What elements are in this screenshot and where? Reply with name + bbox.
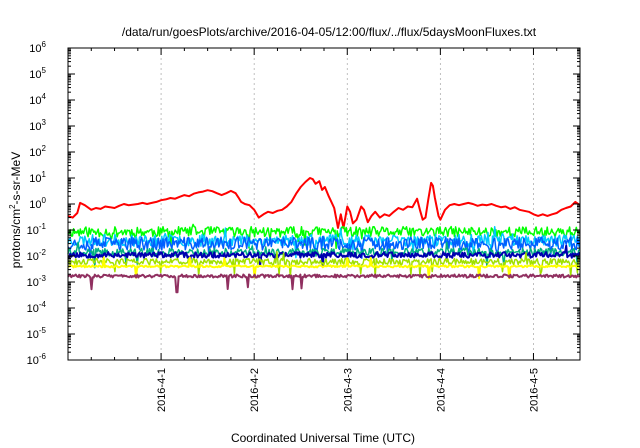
series-line-1: [67, 177, 581, 229]
y-tick-label: 10-5: [27, 326, 47, 341]
x-tick-label: 2016-4-2: [249, 368, 261, 412]
y-tick-label-base: 10: [27, 303, 39, 315]
y-tick-label: 105: [29, 66, 46, 81]
y-axis-label-rest: -s-sr-MeV: [9, 152, 23, 205]
series-line-6: [67, 244, 581, 267]
y-tick-label: 106: [29, 40, 46, 55]
y-tick-label-base: 10: [29, 69, 41, 81]
series-line-9: [67, 273, 581, 294]
x-axis: 2016-4-1 2016-4-2 2016-4-3 2016-4-4 2016-4-5: [90, 48, 558, 412]
y-axis: 10-610-510-410-310-210-11001011021031041…: [27, 40, 580, 367]
chart-title: /data/run/goesPlots/archive/2016-04-05/1…: [122, 25, 537, 39]
y-tick-label: 10-2: [27, 248, 47, 263]
y-tick-label-exponent: -6: [39, 352, 47, 361]
y-tick-label-base: 10: [27, 251, 39, 263]
y-tick-label: 104: [29, 92, 46, 107]
series-line-8: [67, 256, 580, 280]
y-tick-label-base: 10: [29, 173, 41, 185]
y-tick-label-exponent: 3: [42, 118, 47, 127]
y-tick-label-exponent: -1: [39, 222, 47, 231]
x-tick-label: 2016-4-3: [342, 368, 354, 412]
y-tick-label-exponent: 1: [42, 170, 47, 179]
y-tick-label-exponent: 2: [42, 144, 47, 153]
y-tick-label-base: 10: [29, 199, 41, 211]
y-axis-label: protons/cm2-s-sr-MeV: [8, 152, 23, 268]
y-tick-label-exponent: 5: [42, 66, 47, 75]
y-tick-label-exponent: 4: [42, 92, 47, 101]
x-tick-label: 2016-4-4: [435, 368, 447, 412]
y-tick-label-base: 10: [29, 147, 41, 159]
grid-lines: [160, 48, 534, 360]
y-tick-label: 102: [29, 144, 46, 159]
y-tick-label: 10-3: [27, 274, 47, 289]
y-axis-label-sup: 2: [8, 204, 17, 209]
y-tick-label-exponent: 0: [42, 196, 47, 205]
y-tick-label: 10-4: [27, 300, 47, 315]
y-tick-label: 103: [29, 118, 46, 133]
y-tick-label: 10-1: [27, 222, 47, 237]
y-tick-label-base: 10: [27, 329, 39, 341]
y-tick-label-base: 10: [29, 43, 41, 55]
y-tick-label-exponent: -4: [39, 300, 47, 309]
y-tick-label-exponent: -3: [39, 274, 47, 283]
x-tick-label: 2016-4-5: [528, 368, 540, 412]
x-tick-label: 2016-4-1: [156, 368, 168, 412]
y-tick-label-exponent: 6: [42, 40, 47, 49]
y-tick-label-exponent: -2: [39, 248, 47, 257]
y-tick-label-base: 10: [27, 355, 39, 367]
y-tick-label-base: 10: [27, 277, 39, 289]
series-line-7: [67, 250, 581, 278]
y-tick-label-base: 10: [29, 121, 41, 133]
x-axis-label: Coordinated Universal Time (UTC): [231, 431, 415, 445]
series-layer: [67, 177, 581, 294]
y-tick-label: 10-6: [27, 352, 47, 367]
y-tick-label-base: 10: [27, 225, 39, 237]
y-tick-label-base: 10: [29, 95, 41, 107]
y-axis-label-base: protons/cm: [9, 209, 23, 268]
y-tick-label: 100: [29, 196, 46, 211]
y-tick-label-exponent: -5: [39, 326, 47, 335]
y-tick-label: 101: [29, 170, 46, 185]
series-line-3: [67, 226, 581, 259]
